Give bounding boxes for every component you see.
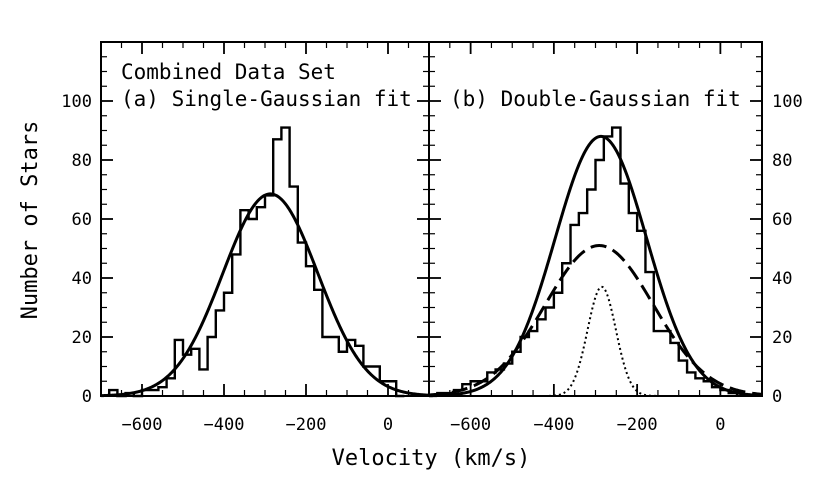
right-right-y-tick-label: 80 (772, 151, 792, 171)
right-bar-9 (512, 352, 520, 396)
left-y-tick-label: 0 (82, 387, 92, 407)
left-bar-12 (208, 337, 216, 396)
left-panel-title: Combined Data Set (121, 60, 336, 84)
left-histogram (108, 126, 405, 398)
panel-left: −600 −400 −200 0 0 20 40 60 80 100 Combined Data… (61, 41, 430, 435)
right-bar-14 (554, 293, 562, 396)
left-bar-5 (150, 390, 158, 396)
right-bar-23 (629, 213, 637, 396)
left-y-tick-labels: 0 20 40 60 80 100 (61, 92, 92, 407)
right-ticks (428, 41, 763, 397)
right-bar-21 (612, 128, 620, 396)
left-bar-17 (249, 219, 257, 396)
left-bar-9 (183, 355, 191, 396)
left-y-tick-label: 40 (72, 269, 92, 289)
left-bar-18 (257, 207, 265, 396)
right-x-tick-label: −200 (617, 415, 658, 435)
right-right-y-tick-label: 20 (772, 328, 792, 348)
left-x-tick-label: −200 (286, 415, 327, 435)
right-fit-0 (428, 134, 763, 398)
left-y-tick-label: 100 (61, 92, 92, 112)
right-x-tick-label: 0 (715, 415, 725, 435)
left-bar-19 (265, 195, 273, 396)
right-bar-17 (579, 213, 587, 396)
left-x-tick-labels: −600 −400 −200 0 (122, 415, 394, 435)
right-right-y-tick-label: 40 (772, 269, 792, 289)
left-bar-27 (331, 337, 339, 396)
right-panel-subtitle: (b) Double-Gaussian fit (450, 87, 741, 111)
x-axis-label: Velocity (km/s) (332, 446, 531, 471)
right-x-tick-labels: −600 −400 −200 0 (450, 415, 725, 435)
left-bar-26 (322, 337, 330, 396)
panel-right: −600 −400 −200 0 0 20 40 60 80 100 (b) Double-Ga… (428, 41, 803, 435)
right-bar-32 (704, 381, 712, 396)
right-bar-27 (662, 331, 670, 396)
right-bar-24 (637, 231, 645, 396)
left-bar-21 (281, 128, 289, 396)
right-bar-11 (529, 331, 537, 396)
right-fit-1 (428, 244, 763, 397)
left-fit-0 (100, 192, 430, 398)
y-axis-label: Number of Stars (18, 121, 43, 320)
left-bar-10 (191, 349, 199, 396)
right-bar-13 (546, 308, 554, 397)
right-bar-16 (571, 225, 579, 396)
right-bar-19 (596, 160, 604, 396)
right-x-tick-label: −400 (533, 415, 574, 435)
right-fit-curves (428, 134, 763, 398)
right-fit-2 (429, 285, 762, 397)
left-bar-24 (306, 266, 314, 396)
right-bar-10 (521, 337, 529, 396)
right-bar-15 (562, 263, 570, 396)
left-fit-curves (100, 192, 430, 398)
right-bar-12 (537, 319, 545, 396)
right-bar-18 (587, 190, 595, 397)
right-right-y-tick-label: 100 (772, 92, 803, 112)
right-bar-26 (654, 331, 662, 396)
left-bar-16 (240, 210, 248, 396)
left-bar-7 (167, 378, 175, 396)
right-bar-33 (712, 387, 720, 396)
right-histogram (436, 126, 739, 397)
right-x-tick-label: −600 (450, 415, 491, 435)
left-bar-14 (224, 293, 232, 396)
left-y-tick-label: 60 (72, 210, 92, 230)
right-right-y-tick-label: 0 (772, 387, 782, 407)
left-bar-20 (273, 139, 281, 396)
right-right-y-tick-label: 60 (772, 210, 792, 230)
left-bar-30 (355, 346, 363, 396)
left-y-tick-label: 80 (72, 151, 92, 171)
right-bar-29 (679, 361, 687, 396)
left-bar-23 (298, 243, 306, 396)
right-bar-30 (687, 372, 695, 396)
right-bar-20 (604, 136, 612, 396)
right-bar-28 (670, 343, 678, 396)
left-panel-subtitle: (a) Single-Gaussian fit (121, 87, 412, 111)
left-y-tick-label: 20 (72, 328, 92, 348)
left-bar-28 (339, 352, 347, 396)
left-x-tick-label: 0 (383, 415, 393, 435)
right-y-tick-labels: 0 20 40 60 80 100 (772, 92, 803, 407)
left-x-tick-label: −400 (204, 415, 245, 435)
left-bar-25 (314, 290, 322, 396)
left-x-tick-label: −600 (122, 415, 163, 435)
left-bar-13 (216, 310, 224, 396)
left-bar-15 (232, 254, 240, 396)
